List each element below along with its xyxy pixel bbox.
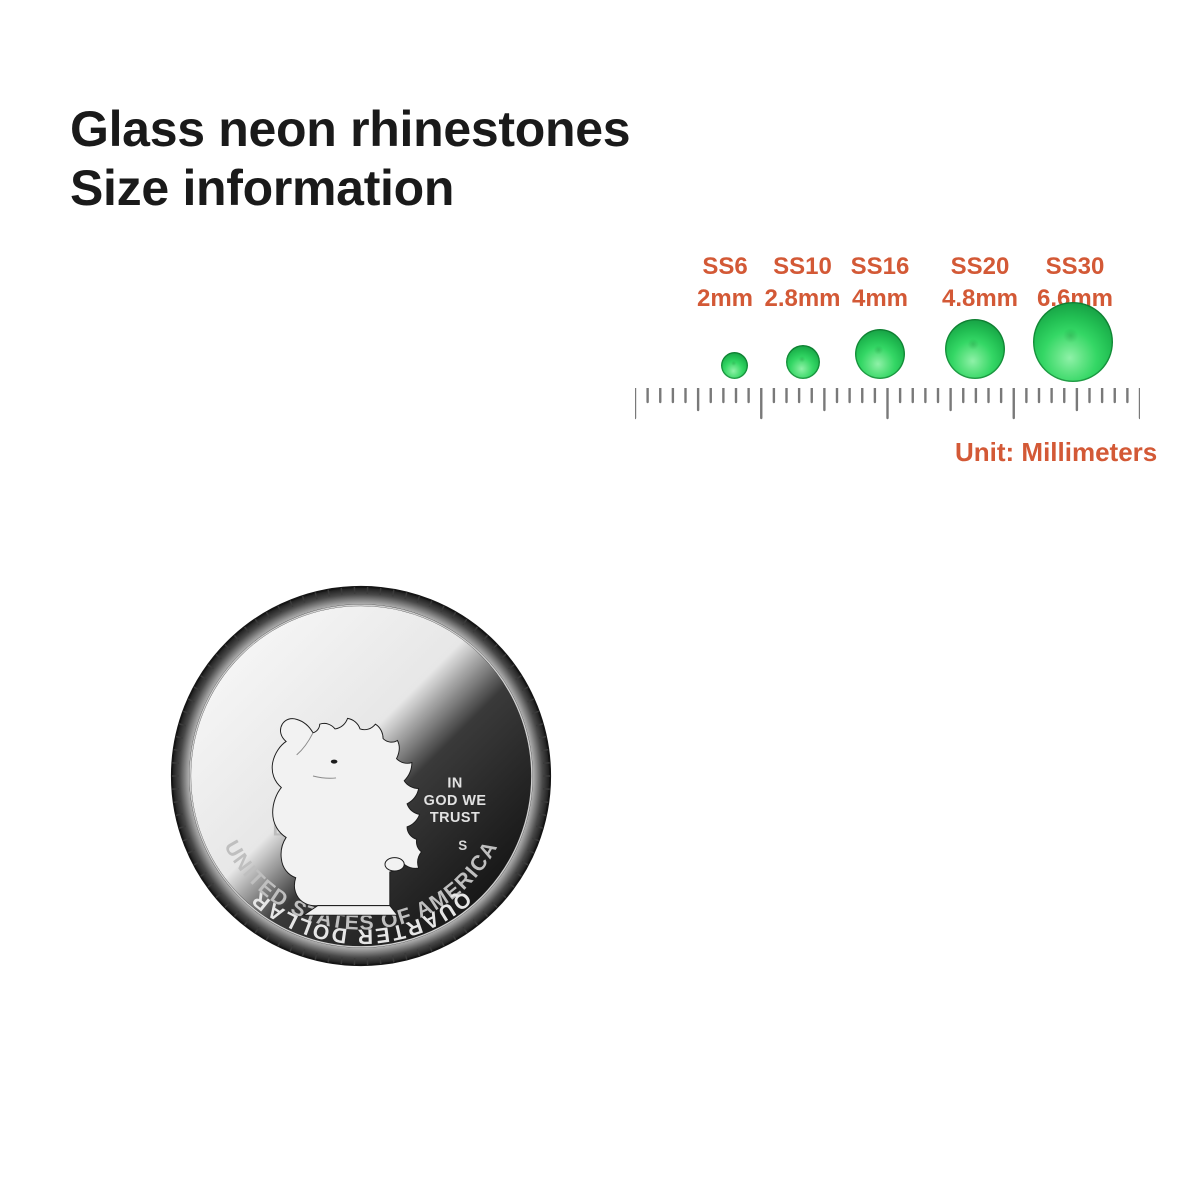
svg-text:TRUST: TRUST	[430, 810, 480, 826]
svg-text:GOD WE: GOD WE	[424, 793, 487, 809]
svg-text:IN: IN	[447, 776, 462, 792]
svg-text:S: S	[458, 838, 467, 853]
